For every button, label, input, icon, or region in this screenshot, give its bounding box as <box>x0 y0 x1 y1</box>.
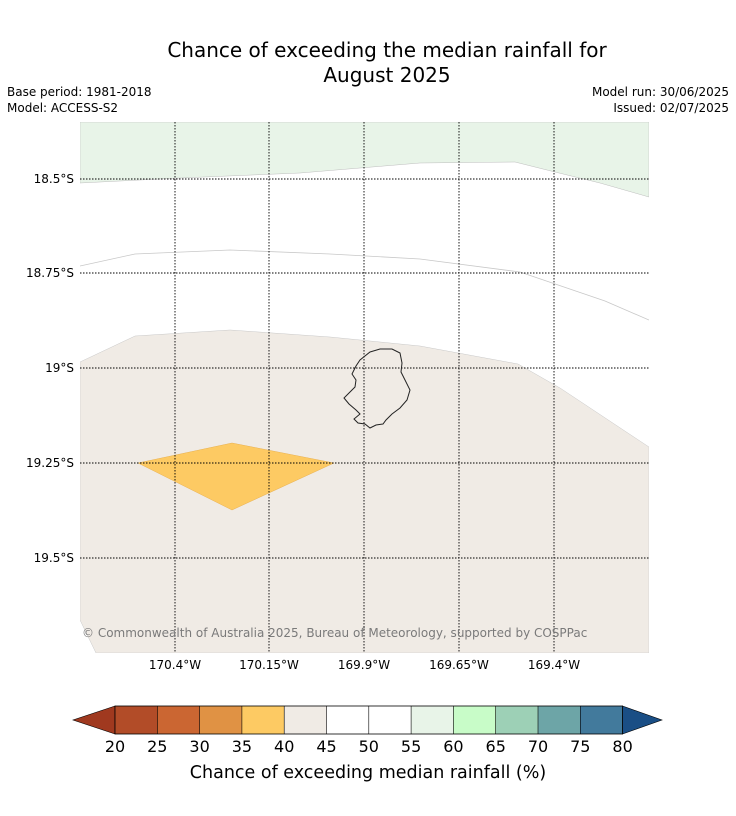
contour-line <box>80 249 649 321</box>
colorbar-tick: 25 <box>147 737 167 756</box>
colorbar-segment <box>368 706 412 734</box>
base-period: Base period: 1981-2018 <box>7 85 152 99</box>
copyright-text: © Commonwealth of Australia 2025, Bureau… <box>82 626 587 640</box>
colorbar-label: Chance of exceeding median rainfall (%) <box>190 763 546 783</box>
map-area <box>80 122 649 653</box>
lat-label: 19.25°S <box>26 456 74 470</box>
lon-label: 170.4°W <box>149 658 201 672</box>
colorbar-tick: 50 <box>359 737 379 756</box>
lon-label: 169.65°W <box>429 658 489 672</box>
colorbar-tick: 20 <box>105 737 125 756</box>
lat-labels: 18.5°S 18.75°S 19°S 19.25°S 19.5°S <box>26 172 74 565</box>
colorbar-segment <box>411 706 454 734</box>
colorbar-segment <box>157 706 200 734</box>
model-run: Model run: 30/06/2025 <box>591 85 729 99</box>
colorbar-tick: 35 <box>232 737 252 756</box>
lat-label: 19°S <box>45 361 74 375</box>
meta-right: Model run: 30/06/2025 Issued: 02/07/2025 <box>592 84 729 116</box>
colorbar-tick: 55 <box>401 737 421 756</box>
lon-labels: 170.4°W 170.15°W 169.9°W 169.65°W 169.4°… <box>149 658 580 672</box>
colorbar-tick: 30 <box>189 737 209 756</box>
region-35-40 <box>137 442 335 511</box>
island-outline <box>343 348 411 429</box>
lat-label: 19.5°S <box>34 551 74 565</box>
colorbar-tick: 40 <box>274 737 294 756</box>
title-line-1: Chance of exceeding the median rainfall … <box>167 38 607 62</box>
chart-title: Chance of exceeding the median rainfall … <box>0 38 736 88</box>
meta-left: Base period: 1981-2018 Model: ACCESS-S2 <box>7 84 152 116</box>
colorbar-frame <box>114 705 624 735</box>
colorbar-tick: 65 <box>486 737 506 756</box>
colorbar-segment <box>241 706 285 734</box>
colorbar-segment <box>199 706 242 734</box>
lon-label: 169.9°W <box>338 658 390 672</box>
region-45-50 <box>80 329 649 653</box>
colorbar-segment <box>115 706 158 734</box>
colorbar-ticks: 20 25 30 35 40 45 50 55 60 65 70 75 80 <box>105 737 633 756</box>
colorbar-high-extend <box>622 705 663 735</box>
colorbar-tick: 45 <box>316 737 336 756</box>
region-55-60 <box>80 122 649 198</box>
model-name: Model: ACCESS-S2 <box>7 101 119 115</box>
colorbar-tick: 80 <box>612 737 632 756</box>
lon-label: 169.4°W <box>528 658 580 672</box>
lon-label: 170.15°W <box>239 658 299 672</box>
colorbar-segment <box>538 706 581 734</box>
title-line-2: August 2025 <box>323 63 451 87</box>
colorbar-tick: 60 <box>443 737 463 756</box>
colorbar-segment <box>326 706 369 734</box>
lon-gridlines <box>174 122 555 653</box>
colorbar-dividers <box>157 706 581 734</box>
issued-date: Issued: 02/07/2025 <box>613 101 729 115</box>
lat-label: 18.75°S <box>26 266 74 280</box>
colorbar-segment <box>580 706 623 734</box>
lat-label: 18.5°S <box>34 172 74 186</box>
colorbar: 20 25 30 35 40 45 50 55 60 65 70 75 80 C… <box>72 705 663 783</box>
colorbar-tick: 70 <box>528 737 548 756</box>
colorbar-low-extend <box>72 705 116 735</box>
colorbar-tick: 75 <box>570 737 590 756</box>
colorbar-segment <box>495 706 538 734</box>
colorbar-segment <box>453 706 496 734</box>
colorbar-segment <box>284 706 327 734</box>
